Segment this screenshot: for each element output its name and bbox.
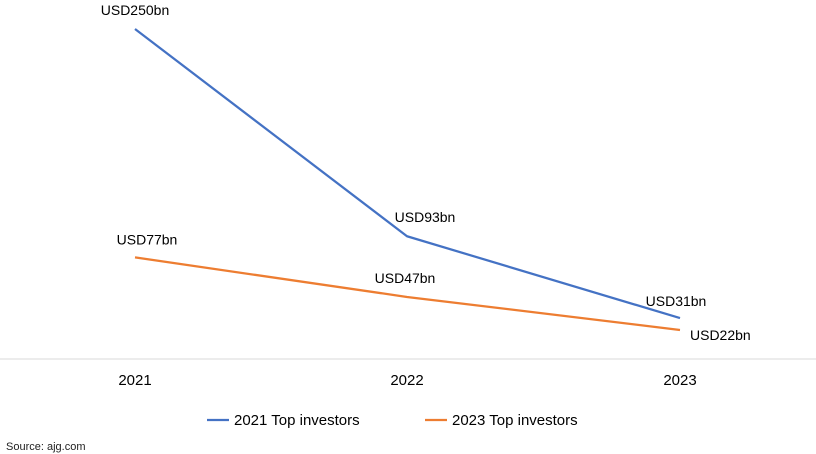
- x-tick-label-2023: 2023: [663, 372, 696, 389]
- series-layer: [134, 28, 681, 332]
- series-line-2: [134, 256, 681, 332]
- data-label-s1-2023: USD31bn: [646, 293, 707, 309]
- data-label-s2-2022: USD47bn: [375, 270, 436, 286]
- legend-label-1: 2021 Top investors: [234, 412, 360, 429]
- data-label-s1-2021: USD250bn: [101, 2, 170, 18]
- data-label-s2-2021: USD77bn: [117, 231, 178, 247]
- series-line-1: [134, 28, 681, 320]
- x-tick-label-2021: 2021: [118, 372, 151, 389]
- x-tick-label-2022: 2022: [390, 372, 423, 389]
- data-label-layer: USD250bn USD93bn USD31bn USD77bn USD47bn USD2…: [101, 2, 751, 343]
- data-label-s2-2023: USD22bn: [690, 327, 751, 343]
- data-label-s1-2022: USD93bn: [395, 209, 456, 225]
- source-note: Source: ajg.com: [6, 441, 86, 453]
- legend: 2021 Top investors 2023 Top investors: [207, 412, 578, 429]
- x-tick-layer: 2021 2022 2023: [118, 372, 696, 389]
- legend-label-2: 2023 Top investors: [452, 412, 578, 429]
